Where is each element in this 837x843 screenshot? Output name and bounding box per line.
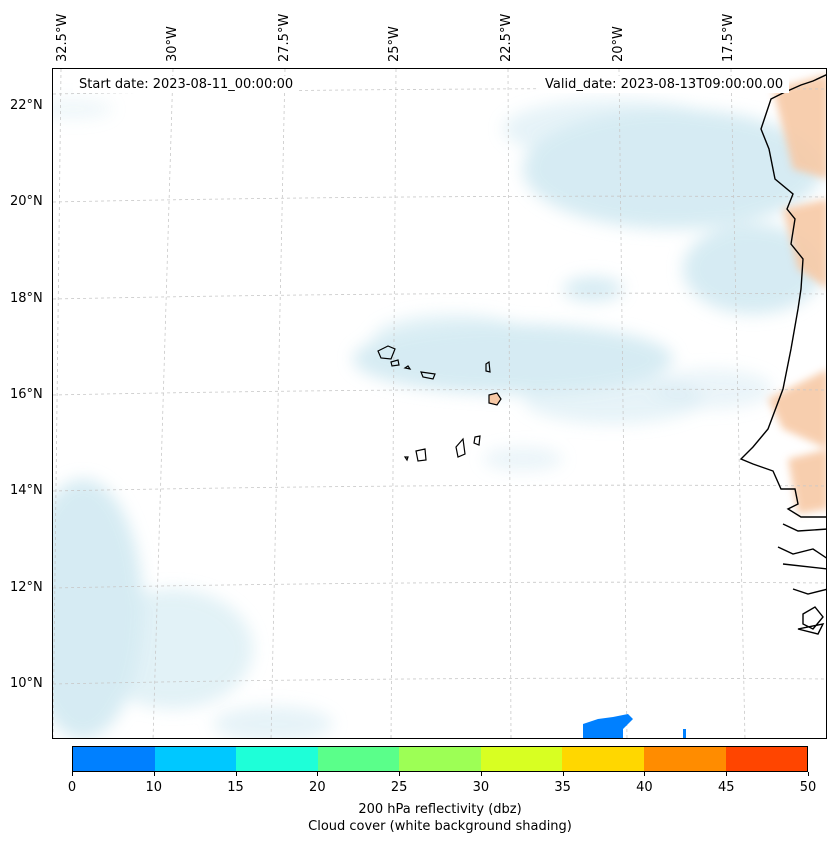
colorbar-tick-label: 40 bbox=[636, 780, 653, 795]
cape-verde-islands bbox=[377, 345, 502, 462]
map-canvas bbox=[53, 69, 826, 738]
colorbar-tick-label: 35 bbox=[554, 780, 571, 795]
colorbar-segment bbox=[643, 747, 726, 771]
lon-label-30w: 30°W bbox=[165, 26, 180, 62]
gridlines bbox=[53, 69, 826, 738]
colorbar-segment bbox=[73, 747, 155, 771]
lon-label-17-5w: 17.5°W bbox=[721, 13, 736, 62]
colorbar bbox=[72, 746, 808, 772]
colorbar-segment bbox=[725, 747, 808, 771]
lon-label-25w: 25°W bbox=[387, 26, 402, 62]
colorbar-tick-mark bbox=[726, 772, 728, 776]
colorbar-tick-mark bbox=[562, 772, 564, 776]
boa-vista-island bbox=[488, 392, 502, 406]
colorbar-tick-label: 50 bbox=[799, 780, 817, 795]
colorbar-tick-label: 0 bbox=[67, 780, 77, 795]
colorbar-tick-mark bbox=[644, 772, 646, 776]
colorbar-tick-label: 20 bbox=[309, 780, 326, 795]
colorbar-title: 200 hPa reflectivity (dbz) bbox=[358, 802, 522, 817]
colorbar-segment bbox=[154, 747, 237, 771]
lon-label-32-5w: 32.5°W bbox=[55, 13, 70, 62]
colorbar-tick-mark bbox=[399, 772, 401, 776]
lon-label-22-5w: 22.5°W bbox=[499, 13, 514, 62]
lat-label-10n: 10°N bbox=[10, 676, 43, 691]
colorbar-tick-mark bbox=[235, 772, 237, 776]
map-panel[interactable] bbox=[52, 68, 827, 739]
start-date-label: Start date: 2023-08-11_00:00:00 bbox=[73, 76, 300, 93]
colorbar-segment bbox=[480, 747, 563, 771]
colorbar-tick-label: 30 bbox=[472, 780, 490, 795]
colorbar-segment bbox=[562, 747, 644, 771]
colorbar-tick-mark bbox=[153, 772, 155, 776]
colorbar-segment bbox=[399, 747, 481, 771]
reflectivity-echo bbox=[583, 714, 686, 738]
colorbar-tick-mark bbox=[808, 772, 809, 776]
lat-label-20n: 20°N bbox=[10, 194, 43, 209]
colorbar-segment bbox=[317, 747, 400, 771]
colorbar-tick-label: 45 bbox=[717, 780, 735, 795]
lat-label-18n: 18°N bbox=[10, 291, 43, 306]
colorbar-tick-label: 10 bbox=[145, 780, 163, 795]
lon-label-27-5w: 27.5°W bbox=[277, 13, 292, 62]
colorbar-tick-mark bbox=[480, 772, 482, 776]
africa-coastline bbox=[739, 74, 826, 635]
colorbar-tick-label: 25 bbox=[390, 780, 408, 795]
lat-label-14n: 14°N bbox=[10, 483, 43, 498]
colorbar-tick-label: 15 bbox=[227, 780, 244, 795]
lat-label-12n: 12°N bbox=[10, 580, 43, 595]
cloud-cover-shading bbox=[53, 99, 823, 738]
lat-label-16n: 16°N bbox=[10, 387, 43, 402]
valid-date-label: Valid_date: 2023-08-13T09:00:00.00 bbox=[539, 76, 790, 93]
colorbar-subtitle: Cloud cover (white background shading) bbox=[308, 819, 572, 834]
lon-label-20w: 20°W bbox=[611, 26, 626, 62]
colorbar-tick-mark bbox=[72, 772, 73, 776]
colorbar-segment bbox=[236, 747, 318, 771]
lat-label-22n: 22°N bbox=[10, 98, 43, 113]
colorbar-tick-mark bbox=[317, 772, 319, 776]
